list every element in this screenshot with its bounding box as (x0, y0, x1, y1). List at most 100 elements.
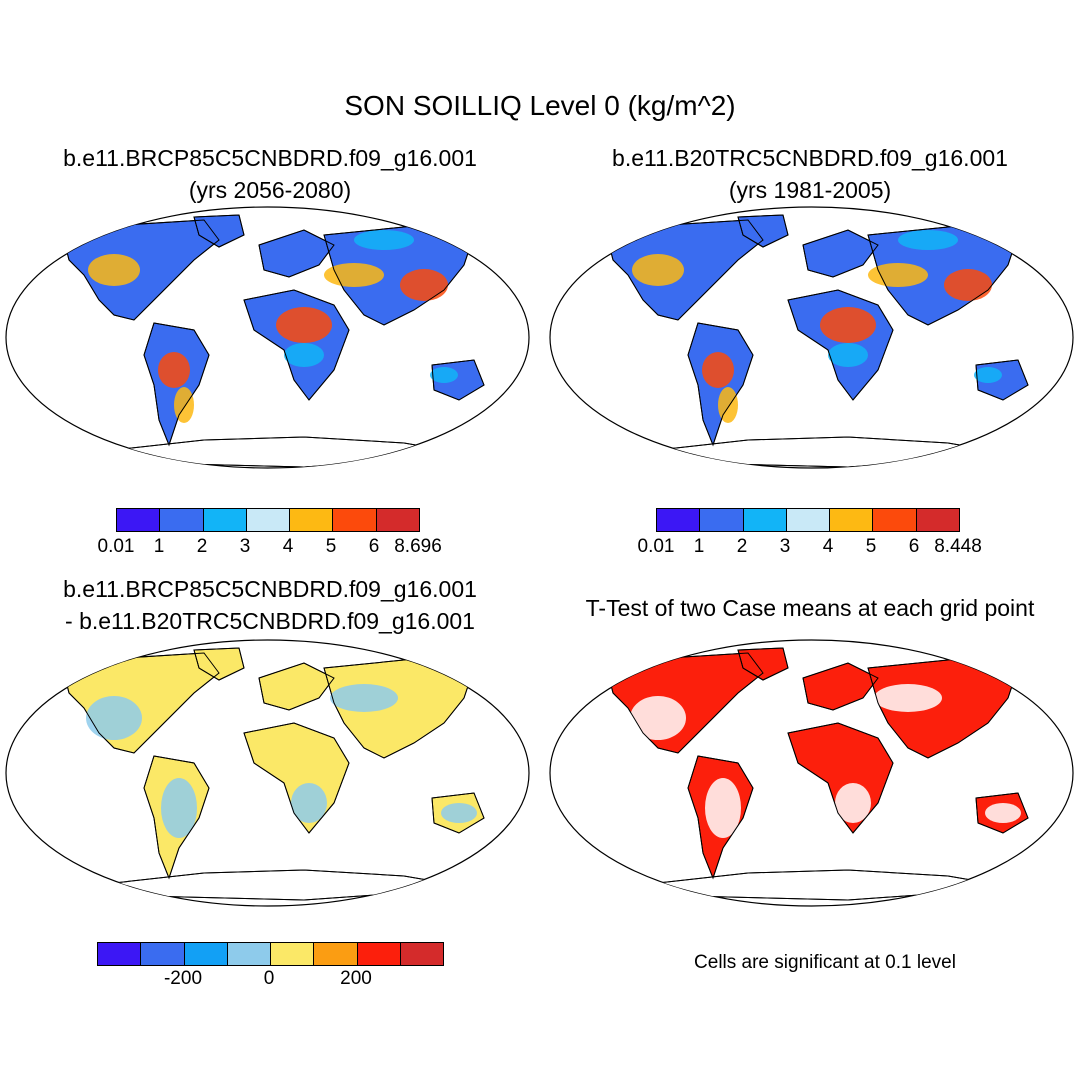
colorbar-swatch (916, 509, 959, 531)
map-field-patch (944, 269, 992, 301)
map-field-patch (330, 684, 398, 712)
cb-tl-label-6: 6 (368, 536, 380, 557)
cb-tl-label-5: 5 (325, 536, 337, 557)
map-field-patch (276, 307, 332, 343)
map-field-patch (86, 696, 142, 740)
cb-tr-label-7: 8.448 (934, 536, 982, 557)
map-field-patch (702, 352, 734, 388)
cb-bl-label-0: -200 (163, 968, 203, 989)
colorbar-swatch (160, 509, 204, 531)
coastline-europe (258, 662, 335, 711)
colorbar-swatch (357, 943, 401, 965)
panel-top-left-title: b.e11.BRCP85C5CNBDRD.f09_g16.001 (yrs 20… (10, 142, 530, 206)
significance-note: Cells are significant at 0.1 level (694, 952, 956, 973)
coastline-northAmerica (63, 652, 220, 754)
colorbar-swatch (400, 943, 443, 965)
map-field-patch (828, 343, 868, 367)
colorbar-swatch (203, 509, 247, 531)
cb-bl-label-1: 0 (263, 968, 275, 989)
cb-tl-label-7: 8.696 (394, 536, 442, 557)
map-field-patch (400, 269, 448, 301)
colorbar-swatch (141, 943, 185, 965)
colorbar-swatch (117, 509, 161, 531)
map-field-patch (161, 778, 197, 838)
map-field-patch (718, 387, 738, 423)
map-field-patch (430, 367, 458, 383)
coastline-southAmerica (687, 755, 754, 880)
coastline-africa (243, 289, 350, 401)
coastline-southAmerica (143, 755, 210, 880)
colorbar-top-right (656, 508, 960, 532)
coastline-africa (787, 722, 894, 834)
coastline-australia (431, 359, 485, 401)
coastline-northAmerica (607, 652, 764, 754)
coastline-northAmerica (607, 219, 764, 321)
cb-bl-label-2: 200 (340, 968, 372, 989)
colorbar-swatch (873, 509, 917, 531)
colorbar-swatch (830, 509, 874, 531)
cb-tr-label-2: 2 (736, 536, 748, 557)
coastline-greenland (193, 647, 245, 681)
colorbar-swatch (184, 943, 228, 965)
map-field-patch (835, 783, 871, 823)
coastline-greenland (737, 647, 789, 681)
map-bottom-left (5, 639, 530, 907)
cb-tr-label-5: 5 (865, 536, 877, 557)
map-field-patch (354, 230, 414, 250)
coastline-africa (787, 289, 894, 401)
colorbar-swatch (333, 509, 377, 531)
colorbar-swatch (271, 943, 315, 965)
panel-top-right-title-line1: b.e11.B20TRC5CNBDRD.f09_g16.001 (612, 145, 1008, 171)
colorbar-bottom-left (97, 942, 444, 966)
cb-tl-label-0: 0.01 (97, 536, 135, 557)
colorbar-swatch (227, 943, 271, 965)
map-field-patch (632, 254, 684, 286)
coastline-europe (802, 662, 879, 711)
cb-tr-label-4: 4 (822, 536, 834, 557)
cb-tr-label-0: 0.01 (637, 536, 675, 557)
coastline-africa (243, 722, 350, 834)
colorbar-swatch (314, 943, 358, 965)
cb-tl-label-3: 3 (239, 536, 251, 557)
coastline-northAmerica (63, 219, 220, 321)
cb-tr-label-1: 1 (693, 536, 705, 557)
map-field-patch (705, 778, 741, 838)
map-bottom-right (549, 639, 1074, 907)
map-field-patch (820, 307, 876, 343)
map-field-patch (158, 352, 190, 388)
map-field-patch (898, 230, 958, 250)
coastline-greenland (193, 214, 245, 248)
colorbar-swatch (743, 509, 787, 531)
map-field-patch (874, 684, 942, 712)
cb-tr-label-3: 3 (779, 536, 791, 557)
map-field-patch (985, 803, 1021, 823)
cb-tl-label-2: 2 (196, 536, 208, 557)
map-field-patch (284, 343, 324, 367)
map-field-patch (88, 254, 140, 286)
coastline-southAmerica (687, 322, 754, 447)
map-field-patch (174, 387, 194, 423)
panel-bottom-right-title: T-Test of two Case means at each grid po… (585, 595, 1035, 621)
coastline-southAmerica (143, 322, 210, 447)
figure-title: SON SOILLIQ Level 0 (kg/m^2) (344, 90, 736, 121)
colorbar-swatch (657, 509, 701, 531)
colorbar-swatch (98, 943, 142, 965)
map-field-patch (974, 367, 1002, 383)
map-top-left (5, 206, 530, 469)
coastline-europe (258, 229, 335, 278)
panel-bottom-left-title-line1: b.e11.BRCP85C5CNBDRD.f09_g16.001 (63, 576, 477, 602)
coastline-australia (975, 792, 1029, 834)
panel-top-left-title-line1: b.e11.BRCP85C5CNBDRD.f09_g16.001 (63, 145, 477, 171)
map-top-right (549, 206, 1074, 469)
panel-top-right-title-line2: (yrs 1981-2005) (728, 177, 892, 203)
coastline-europe (802, 229, 879, 278)
cb-tl-label-4: 4 (282, 536, 294, 557)
panel-top-left-title-line2: (yrs 2056-2080) (188, 177, 352, 203)
coastline-australia (431, 792, 485, 834)
colorbar-swatch (376, 509, 419, 531)
colorbar-swatch (290, 509, 334, 531)
cb-tr-label-6: 6 (908, 536, 920, 557)
map-field-patch (291, 783, 327, 823)
colorbar-swatch (246, 509, 291, 531)
panel-top-right-title: b.e11.B20TRC5CNBDRD.f09_g16.001 (yrs 198… (550, 142, 1070, 206)
